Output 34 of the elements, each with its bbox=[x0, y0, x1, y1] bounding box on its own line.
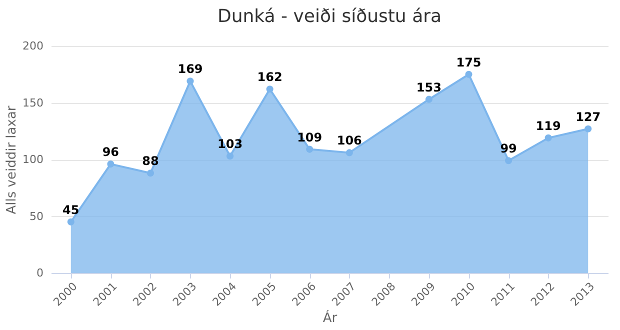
data-label: 119 bbox=[536, 118, 561, 133]
y-tick-label: 100 bbox=[22, 153, 44, 166]
point bbox=[107, 160, 114, 168]
y-tick-label: 0 bbox=[36, 266, 44, 280]
data-label: 88 bbox=[142, 154, 159, 168]
point bbox=[346, 149, 353, 156]
point bbox=[186, 78, 194, 85]
data-label: 153 bbox=[416, 80, 442, 94]
point bbox=[505, 157, 512, 164]
point bbox=[306, 146, 314, 153]
y-tick-label: 150 bbox=[22, 96, 44, 110]
data-label: 175 bbox=[456, 55, 482, 70]
point bbox=[266, 86, 274, 93]
data-label: 127 bbox=[576, 110, 601, 124]
data-label: 109 bbox=[297, 130, 322, 144]
y-tick-label: 50 bbox=[30, 210, 44, 223]
y-axis-title: Alls veiddir laxar bbox=[4, 105, 20, 214]
point bbox=[584, 125, 592, 132]
chart-title: Dunká - veiði síðustu ára bbox=[217, 6, 442, 27]
x-axis-title: Ár bbox=[322, 309, 338, 326]
data-label: 103 bbox=[218, 137, 243, 152]
point bbox=[146, 170, 154, 177]
point bbox=[425, 96, 432, 103]
data-label: 162 bbox=[257, 70, 282, 84]
point bbox=[67, 218, 74, 226]
y-tick-label: 200 bbox=[22, 40, 44, 52]
point bbox=[465, 70, 472, 78]
point bbox=[544, 134, 552, 142]
data-label: 106 bbox=[336, 134, 362, 148]
data-label: 99 bbox=[500, 142, 517, 156]
data-label: 45 bbox=[62, 202, 80, 217]
data-label: 169 bbox=[178, 62, 203, 76]
data-label: 96 bbox=[102, 145, 120, 160]
point bbox=[226, 152, 234, 160]
